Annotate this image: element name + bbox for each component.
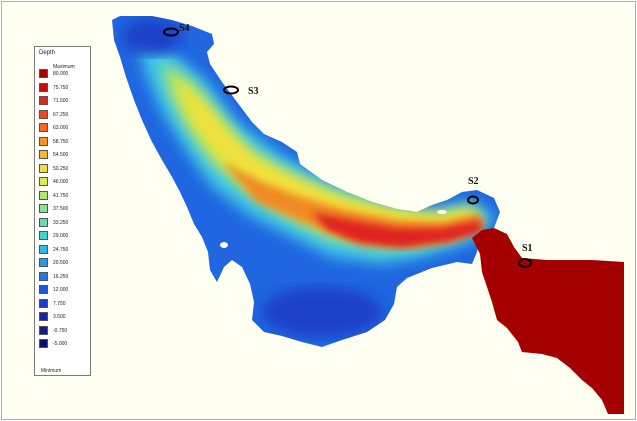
legend-swatch <box>39 312 48 321</box>
station-s3-label: S3 <box>248 86 259 97</box>
legend-value: 75.750 <box>53 84 69 91</box>
gulf-of-oman-deep-area <box>472 228 624 414</box>
station-s3[interactable]: S3 <box>223 85 259 97</box>
legend-swatch <box>39 69 48 78</box>
legend-swatch <box>39 298 48 308</box>
legend-swatch <box>39 339 48 348</box>
legend-minimum-label: Minimum <box>41 368 62 374</box>
legend-swatch <box>39 285 48 294</box>
legend-swatch <box>39 190 48 200</box>
station-s1-marker <box>518 258 532 268</box>
legend-value: -5.000 <box>53 341 68 347</box>
station-s4-label: S4 <box>179 23 190 34</box>
legend-swatch <box>39 244 48 254</box>
legend-value: 20.500 <box>53 260 69 266</box>
legend-maximum-label: Maximum <box>53 64 75 70</box>
legend-value: 41.750 <box>53 192 69 199</box>
legend-value: 58.750 <box>53 138 69 145</box>
legend-swatch <box>39 163 48 173</box>
station-s1-label: S1 <box>522 243 533 254</box>
legend-swatch <box>39 96 48 105</box>
legend-value: 50.250 <box>53 165 69 172</box>
legend-swatch <box>39 136 48 146</box>
legend-swatch <box>39 258 48 267</box>
legend-value: 33.250 <box>53 219 69 226</box>
legend-value: 29.000 <box>53 233 69 239</box>
legend-swatch <box>39 150 48 159</box>
legend-value: 12.000 <box>53 287 69 293</box>
legend-swatch <box>39 325 48 335</box>
legend-value: 63.000 <box>53 125 69 131</box>
island <box>437 210 447 214</box>
legend-value: 71.500 <box>53 98 69 104</box>
legend-value: 16.250 <box>53 273 69 280</box>
legend-value: 46.000 <box>53 179 69 185</box>
legend-value: 37.500 <box>53 206 69 212</box>
station-s2-label: S2 <box>468 176 479 187</box>
station-s2[interactable]: S2 <box>467 176 479 205</box>
island <box>195 236 201 244</box>
legend-value: 3.500 <box>53 314 66 320</box>
legend-swatch <box>39 217 48 227</box>
station-s2-marker <box>467 195 479 205</box>
legend-swatch <box>39 82 48 92</box>
legend-title: Depth <box>39 50 56 56</box>
legend-swatch <box>39 177 48 186</box>
legend-value: -0.750 <box>53 327 68 334</box>
legend-value: 24.750 <box>53 246 69 253</box>
island <box>220 242 228 248</box>
station-s4-marker <box>163 27 179 37</box>
legend-swatch <box>39 204 48 213</box>
depth-legend: Depth Maximum 80.000 75.750 71.500 67.250 63… <box>34 46 91 376</box>
station-s3-marker <box>223 85 239 95</box>
legend-value: 80.000 <box>53 71 69 77</box>
station-s4[interactable]: S4 <box>163 23 190 37</box>
legend-swatch <box>39 109 48 119</box>
legend-value: 67.250 <box>53 111 69 118</box>
legend-value: 54.500 <box>53 152 69 158</box>
station-s1[interactable]: S1 <box>518 243 533 268</box>
legend-value: 7.750 <box>53 300 66 307</box>
legend-swatch <box>39 231 48 240</box>
legend-swatch <box>39 123 48 132</box>
legend-swatch <box>39 271 48 281</box>
